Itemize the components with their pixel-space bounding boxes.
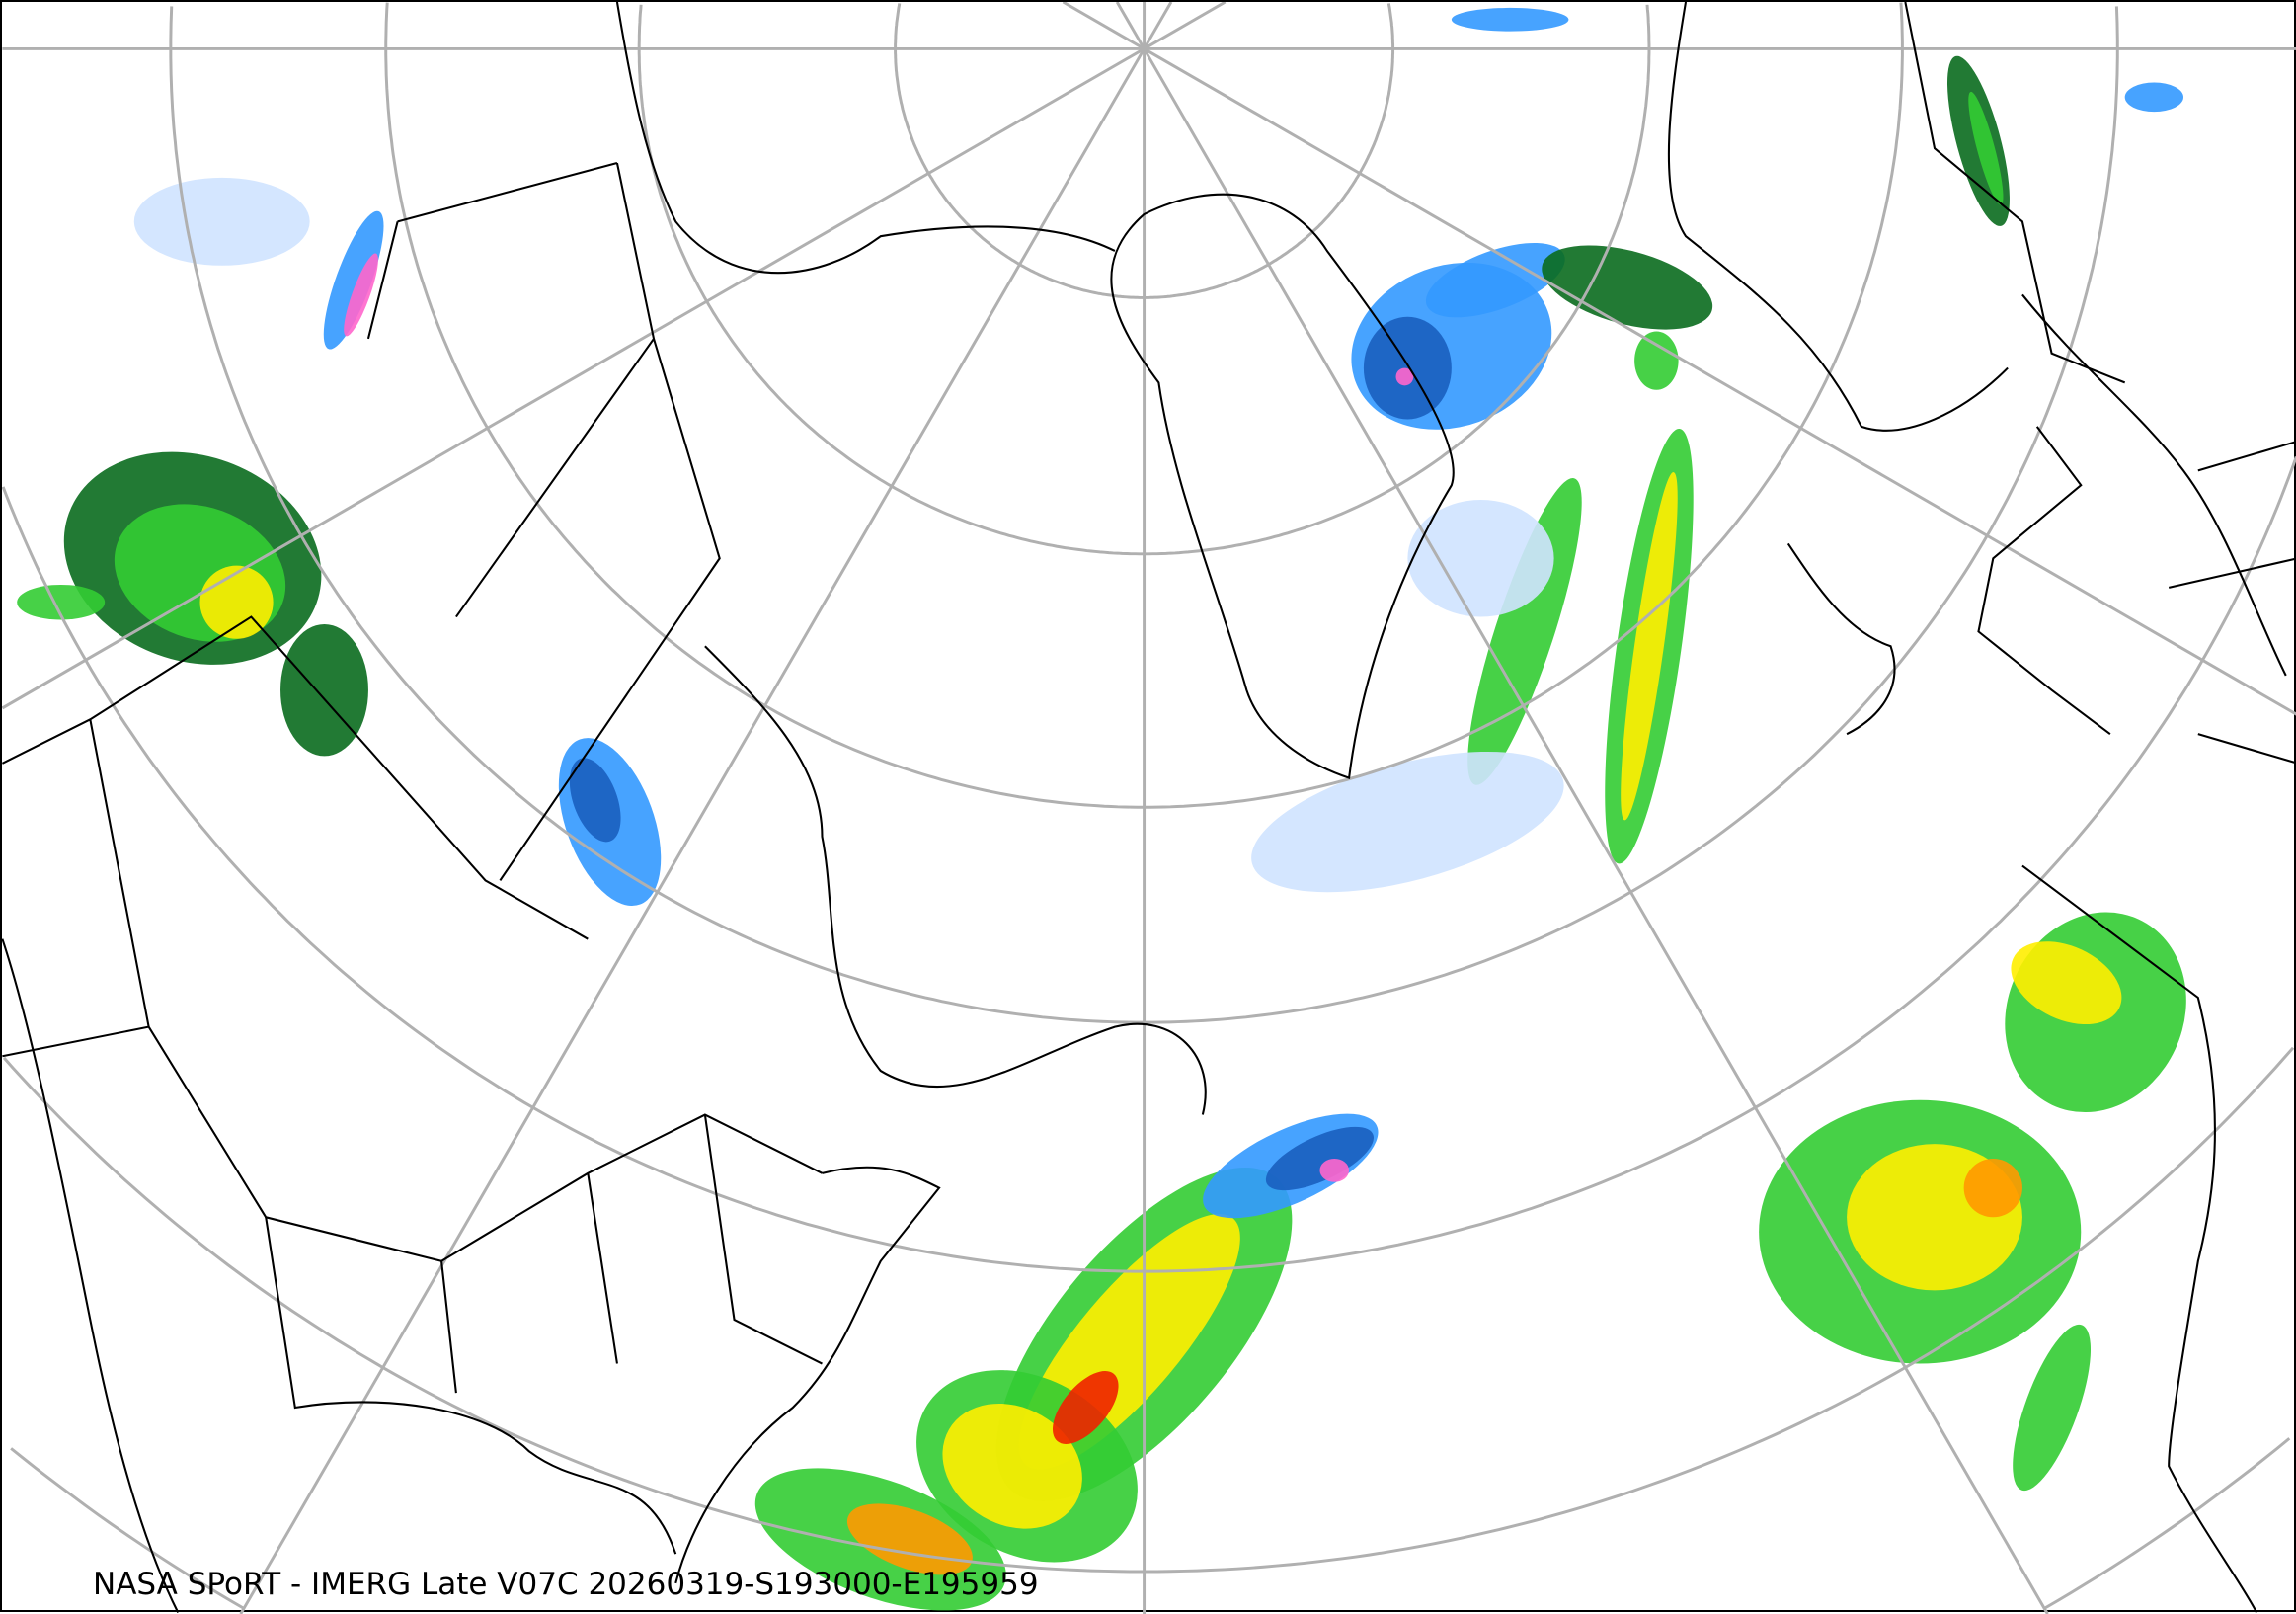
latitude-circle (384, 2, 1904, 809)
boundary-line (2, 938, 180, 1613)
latitude-circle (1645, 4, 1651, 49)
precipitation-area (1363, 316, 1452, 420)
latitude-circle (2, 1046, 2295, 1574)
precipitation-area (1542, 245, 1713, 330)
boundary-line (366, 162, 721, 881)
precipitation-area (942, 1403, 1082, 1529)
boundary-line (1977, 293, 2287, 735)
precipitation-area (1451, 7, 1569, 32)
precipitation-area (1251, 751, 1564, 893)
precipitation-area (1425, 242, 1565, 318)
latitude-circle (894, 3, 1395, 299)
precipitation-area (1395, 367, 1414, 386)
precipitation-area (2011, 941, 2122, 1025)
precipitation-area (1968, 91, 2004, 205)
longitude-line (1143, 2, 1173, 50)
precipitation-area (344, 253, 378, 337)
precipitation-area (280, 623, 368, 757)
precipitation-area (1053, 1371, 1119, 1444)
longitude-line (1143, 47, 2296, 716)
precipitation-area (133, 177, 310, 266)
precipitation-area (1407, 499, 1554, 617)
precipitation-area (569, 758, 621, 843)
boundary-line (1110, 193, 1455, 779)
boundary-line (615, 2, 1116, 275)
latitude-circle (2, 456, 2296, 1273)
boundary-line (265, 1114, 823, 1555)
boundary-line (704, 645, 1207, 1115)
map-caption: NASA SPoRT - IMERG Late V07C 20260319-S1… (93, 1567, 1039, 1602)
longitude-line (1143, 2, 1227, 50)
precipitation-area (323, 210, 384, 350)
latitude-circle (2114, 6, 2119, 49)
precipitation-area (1265, 1126, 1374, 1191)
longitude-line (239, 47, 1146, 1614)
latitude-circle (2043, 1437, 2291, 1610)
boundary-line (674, 1166, 941, 1584)
longitude-line (1062, 2, 1146, 50)
longitude-line (1143, 47, 2049, 1614)
precipitation-area (2013, 1324, 2092, 1492)
boundary-line (1786, 441, 2296, 765)
boundary-line (1667, 2, 2126, 432)
latitude-circle (169, 6, 2119, 1024)
precipitation-area (1621, 472, 1678, 821)
precipitation-area (1963, 1159, 2022, 1218)
latitude-circle (1899, 2, 1904, 49)
precipitation-area (1319, 1159, 1350, 1182)
latitude-circle (1386, 3, 1395, 49)
precipitation-area (2124, 82, 2183, 113)
latitude-circle (637, 4, 1651, 556)
boundary-line (2, 615, 823, 1262)
boundary-line (2021, 864, 2258, 1613)
precipitation-area (1634, 331, 1679, 390)
longitude-line (2, 47, 1146, 710)
longitude-line (1115, 2, 1146, 50)
precipitation-area (17, 584, 106, 620)
latitude-circle (10, 1447, 245, 1610)
